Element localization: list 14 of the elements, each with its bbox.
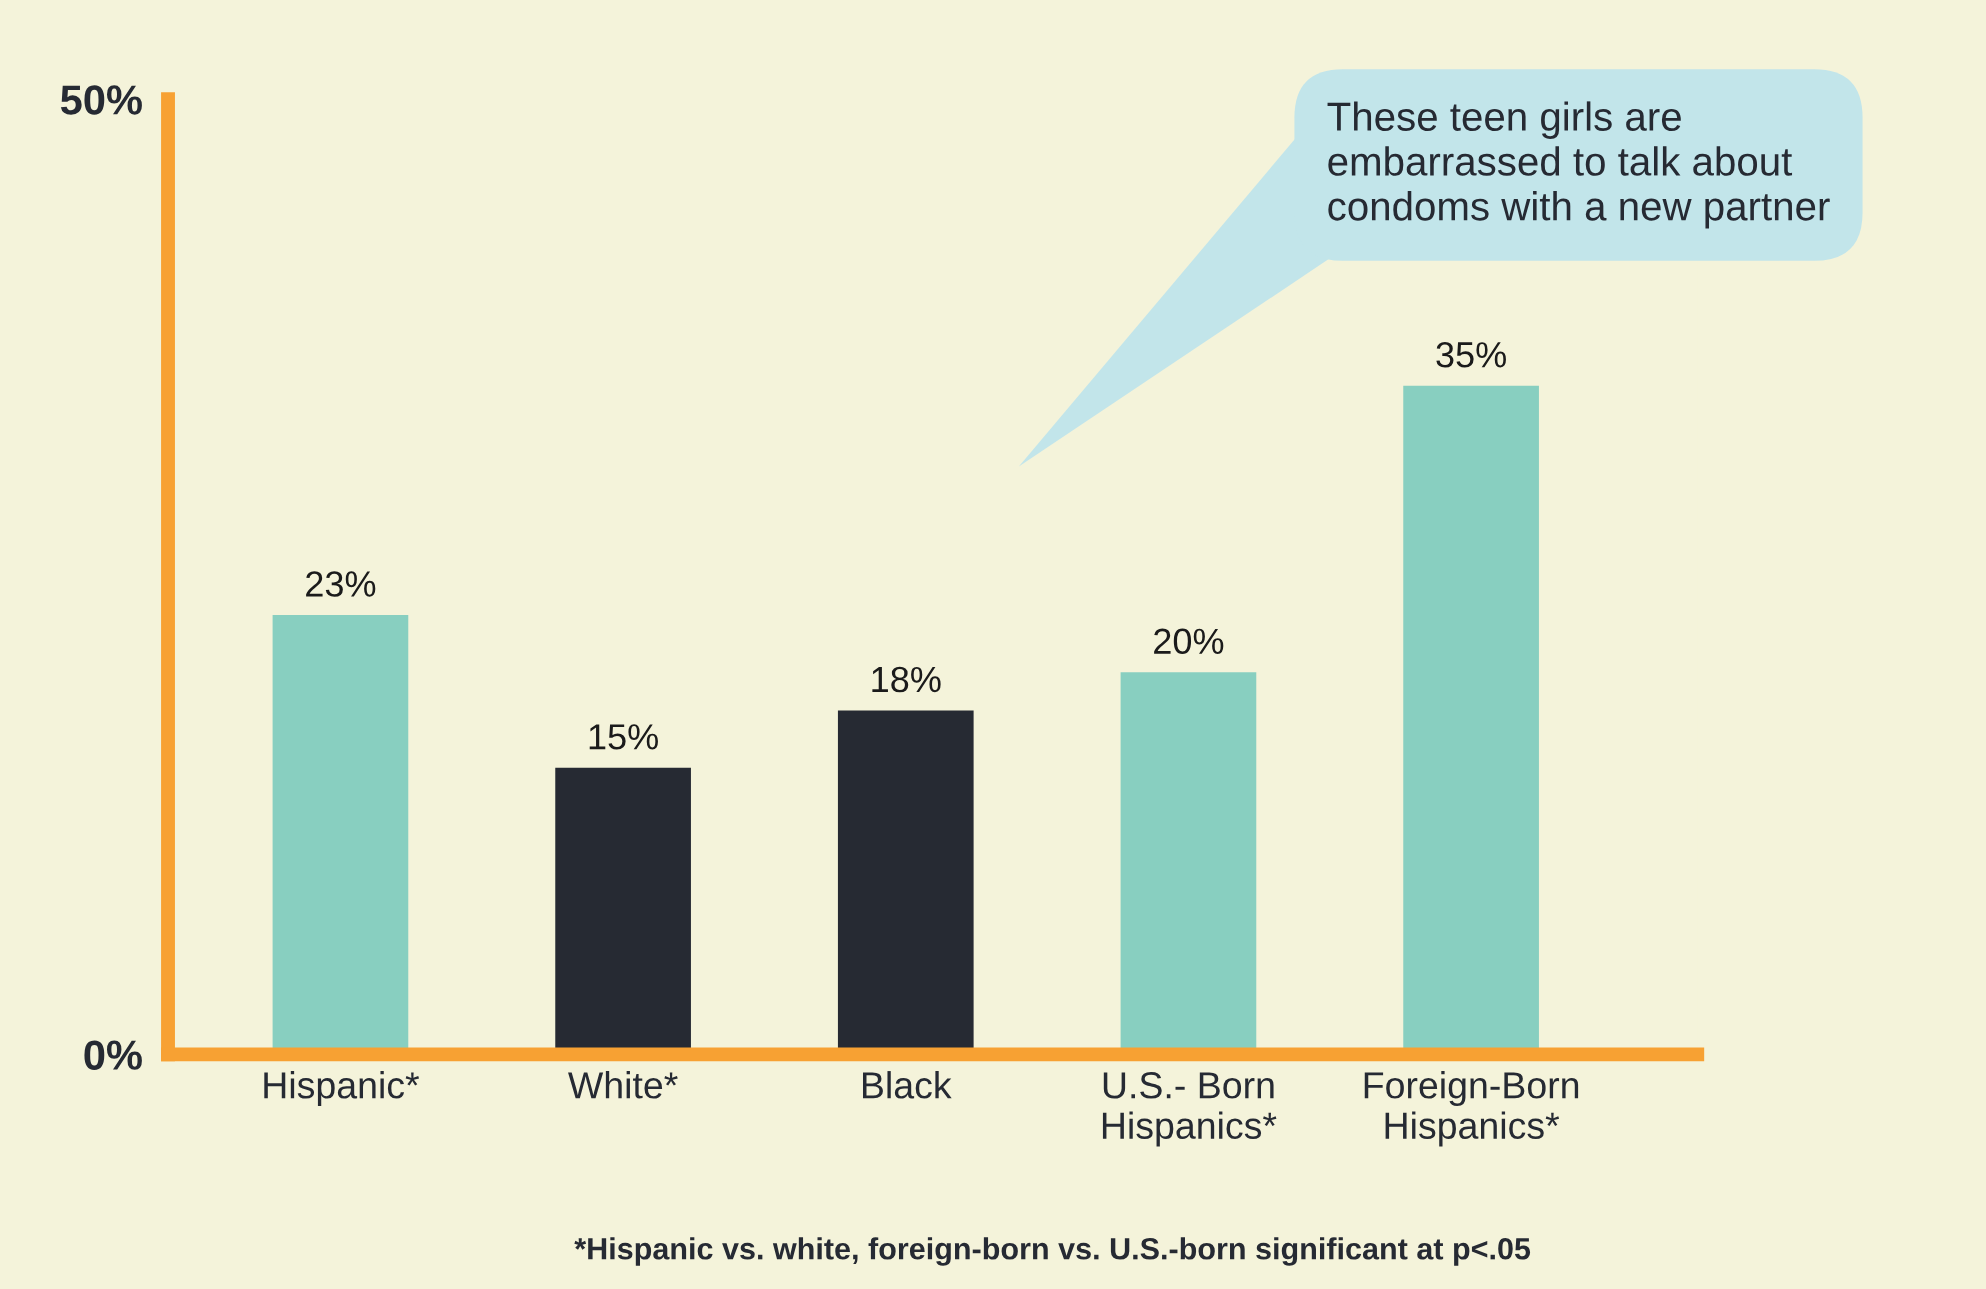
x-tick-label: Black xyxy=(863,1071,952,1099)
data-label: 20% xyxy=(1154,628,1224,655)
y-tick-label: 50% xyxy=(60,85,142,115)
x-tick-label: Foreign-Born Hispanics* xyxy=(1364,1071,1579,1147)
x-tick-label: U.S.- Born Hispanics* xyxy=(1102,1072,1277,1147)
x-tick-label: White* xyxy=(568,1071,678,1099)
x-tick-label: Hispanic* xyxy=(264,1071,420,1107)
data-label: 23% xyxy=(306,571,376,597)
data-label: 15% xyxy=(589,724,658,750)
data-label: 35% xyxy=(1436,341,1506,368)
y-tick-label: 0% xyxy=(84,1040,142,1070)
annotation: These teen girls are embarrassed to talk about condoms with a new partner xyxy=(1327,101,1830,229)
text: *Hispanic vs. white, foreign-born vs. U.S.-born significant at p<.05 xyxy=(574,1237,1531,1266)
data-label: 18% xyxy=(872,666,941,693)
